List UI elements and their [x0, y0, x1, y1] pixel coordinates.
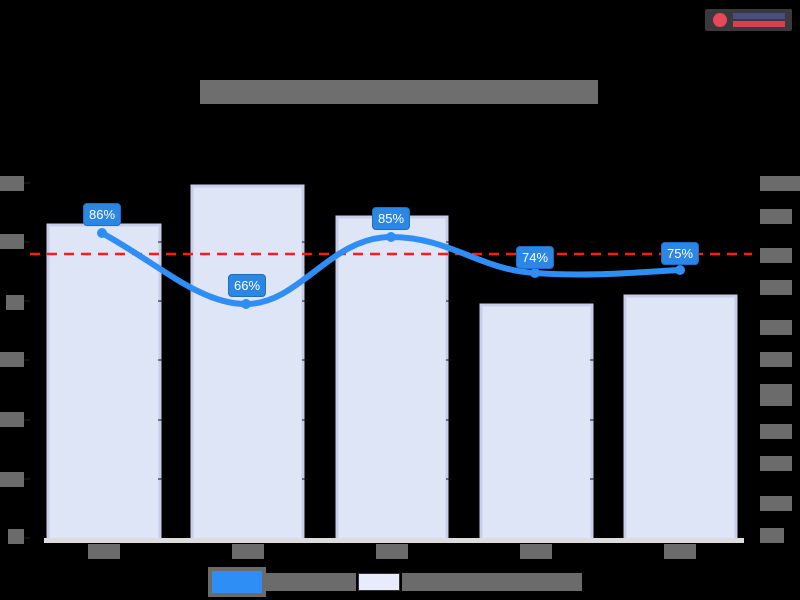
point-3[interactable] — [386, 232, 396, 242]
chart-legend — [208, 567, 583, 597]
chart-title-redacted — [200, 80, 598, 104]
right-tick-label-redacted — [760, 176, 800, 191]
x-axis-baseline — [44, 538, 744, 543]
right-tick-label-redacted — [760, 496, 792, 511]
right-tick-label-redacted — [760, 352, 792, 367]
logo-subtext-redacted — [733, 21, 785, 27]
category-label-redacted — [232, 544, 264, 559]
logo-text-redacted — [733, 13, 785, 19]
right-tick-label-redacted — [760, 528, 784, 543]
brand-logo — [705, 9, 792, 31]
right-tick-label-redacted — [760, 280, 792, 295]
legend-bar-label-redacted[interactable] — [402, 573, 582, 591]
data-label-3: 85% — [371, 207, 411, 230]
legend-line-swatch[interactable] — [208, 567, 266, 597]
category-label-redacted — [376, 544, 408, 559]
right-tick-label-redacted — [760, 456, 792, 471]
left-tick-label-redacted — [8, 529, 24, 544]
left-tick-label-redacted — [0, 234, 24, 249]
right-tick-label-redacted — [760, 248, 792, 263]
category-label-redacted — [664, 544, 696, 559]
legend-bar-swatch[interactable] — [358, 573, 400, 591]
right-tick-label-redacted — [760, 424, 792, 439]
data-label-1: 86% — [82, 203, 122, 226]
left-tick-label-redacted — [0, 352, 24, 367]
left-tick-label-redacted — [0, 176, 24, 191]
inner-ticks — [158, 241, 596, 480]
left-tick-label-redacted — [6, 295, 24, 310]
left-tick-label-redacted — [0, 472, 24, 487]
bar-2[interactable] — [190, 184, 305, 542]
logo-icon — [713, 13, 727, 27]
bar-1[interactable] — [46, 223, 162, 542]
bar-5[interactable] — [623, 294, 738, 542]
point-5[interactable] — [675, 265, 685, 275]
bar-4[interactable] — [479, 303, 594, 542]
point-2[interactable] — [241, 299, 251, 309]
data-label-5: 75% — [660, 242, 700, 265]
right-tick-label-redacted — [760, 320, 792, 335]
left-tick-label-redacted — [0, 412, 24, 427]
right-tick-label-redacted — [760, 384, 792, 406]
data-label-4: 74% — [515, 246, 555, 269]
right-tick-label-redacted — [760, 209, 792, 224]
category-label-redacted — [88, 544, 120, 559]
data-label-2: 66% — [227, 274, 267, 297]
left-axis-ticks — [24, 182, 30, 539]
bar-series — [46, 184, 738, 542]
bar-3[interactable] — [335, 215, 449, 542]
category-label-redacted — [520, 544, 552, 559]
line-points — [97, 228, 685, 309]
point-1[interactable] — [97, 228, 107, 238]
legend-line-label-redacted[interactable] — [266, 573, 356, 591]
point-4[interactable] — [530, 268, 540, 278]
